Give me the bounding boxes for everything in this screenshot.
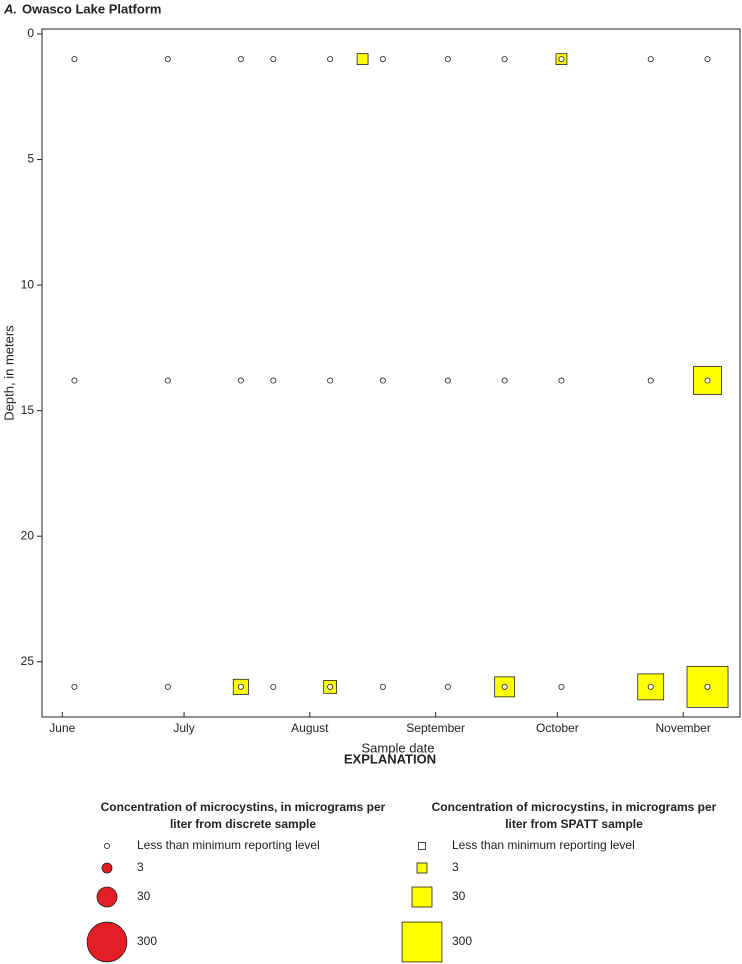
y-tick-label: 5 <box>27 152 34 166</box>
y-tick-label: 20 <box>21 528 35 542</box>
plot-frame <box>41 28 741 718</box>
discrete-below-mrl <box>558 683 565 690</box>
discrete-below-mrl <box>647 56 654 63</box>
x-axis-label: Sample date <box>362 740 435 755</box>
discrete-below-mrl <box>327 56 334 63</box>
discrete-below-mrl <box>327 683 334 690</box>
discrete-below-mrl <box>704 683 711 690</box>
discrete-below-mrl <box>164 683 171 690</box>
discrete-below-mrl <box>237 683 244 690</box>
legend-key <box>86 921 128 963</box>
discrete-below-mrl <box>379 683 386 690</box>
discrete-below-mrl <box>647 377 654 384</box>
discrete-below-mrl <box>558 377 565 384</box>
discrete-below-mrl <box>164 56 171 63</box>
discrete-below-mrl <box>379 56 386 63</box>
x-tick-label: September <box>406 721 465 735</box>
y-tick-label: 15 <box>21 403 35 417</box>
panel-label: A. <box>3 1 17 16</box>
legend-header: Concentration of microcystins, in microg… <box>431 800 717 831</box>
discrete-below-mrl <box>237 377 244 384</box>
x-tick-label: October <box>536 721 579 735</box>
discrete-below-mrl <box>71 683 78 690</box>
y-tick-label: 0 <box>27 26 34 40</box>
x-tick-label: November <box>656 721 711 735</box>
legend-key <box>101 862 113 874</box>
discrete-below-mrl <box>501 56 508 63</box>
discrete-below-mrl <box>704 377 711 384</box>
discrete-below-mrl <box>270 56 277 63</box>
discrete-below-mrl <box>704 56 711 63</box>
y-axis-label: Depth, in meters <box>1 325 16 421</box>
legend-label: 3 <box>137 860 144 874</box>
legend-label: 300 <box>452 934 472 948</box>
discrete-below-mrl <box>164 377 171 384</box>
discrete-below-mrl <box>71 56 78 63</box>
legend-label: Less than minimum reporting level <box>452 838 635 852</box>
legend-label: Less than minimum reporting level <box>137 838 320 852</box>
legend-key <box>416 862 428 874</box>
discrete-below-mrl <box>444 377 451 384</box>
legend-label: 30 <box>452 889 466 903</box>
y-tick-label: 25 <box>21 654 35 668</box>
discrete-below-mrl <box>71 377 78 384</box>
legend-key <box>411 886 433 908</box>
discrete-below-mrl <box>444 56 451 63</box>
discrete-below-mrl <box>327 377 334 384</box>
chart-title: Owasco Lake Platform <box>22 1 161 16</box>
discrete-below-mrl <box>379 377 386 384</box>
discrete-below-mrl <box>558 56 565 63</box>
legend-label: 30 <box>137 889 151 903</box>
discrete-below-mrl <box>270 377 277 384</box>
legend-key <box>96 886 118 908</box>
legend-label: 300 <box>137 934 157 948</box>
x-tick-label: June <box>49 721 75 735</box>
discrete-below-mrl <box>647 683 654 690</box>
legend-key <box>104 843 111 850</box>
discrete-below-mrl <box>270 683 277 690</box>
spatt-square <box>356 53 369 65</box>
discrete-below-mrl <box>501 683 508 690</box>
legend-header: Concentration of microcystins, in microg… <box>100 800 386 831</box>
discrete-below-mrl <box>444 683 451 690</box>
x-tick-label: July <box>173 721 194 735</box>
discrete-below-mrl <box>501 377 508 384</box>
legend-label: 3 <box>452 860 459 874</box>
legend-key <box>418 842 426 850</box>
legend-key <box>401 921 443 963</box>
legend-title: EXPLANATION <box>344 751 436 766</box>
y-tick-label: 10 <box>21 277 35 291</box>
discrete-below-mrl <box>237 56 244 63</box>
x-tick-label: August <box>291 721 329 735</box>
